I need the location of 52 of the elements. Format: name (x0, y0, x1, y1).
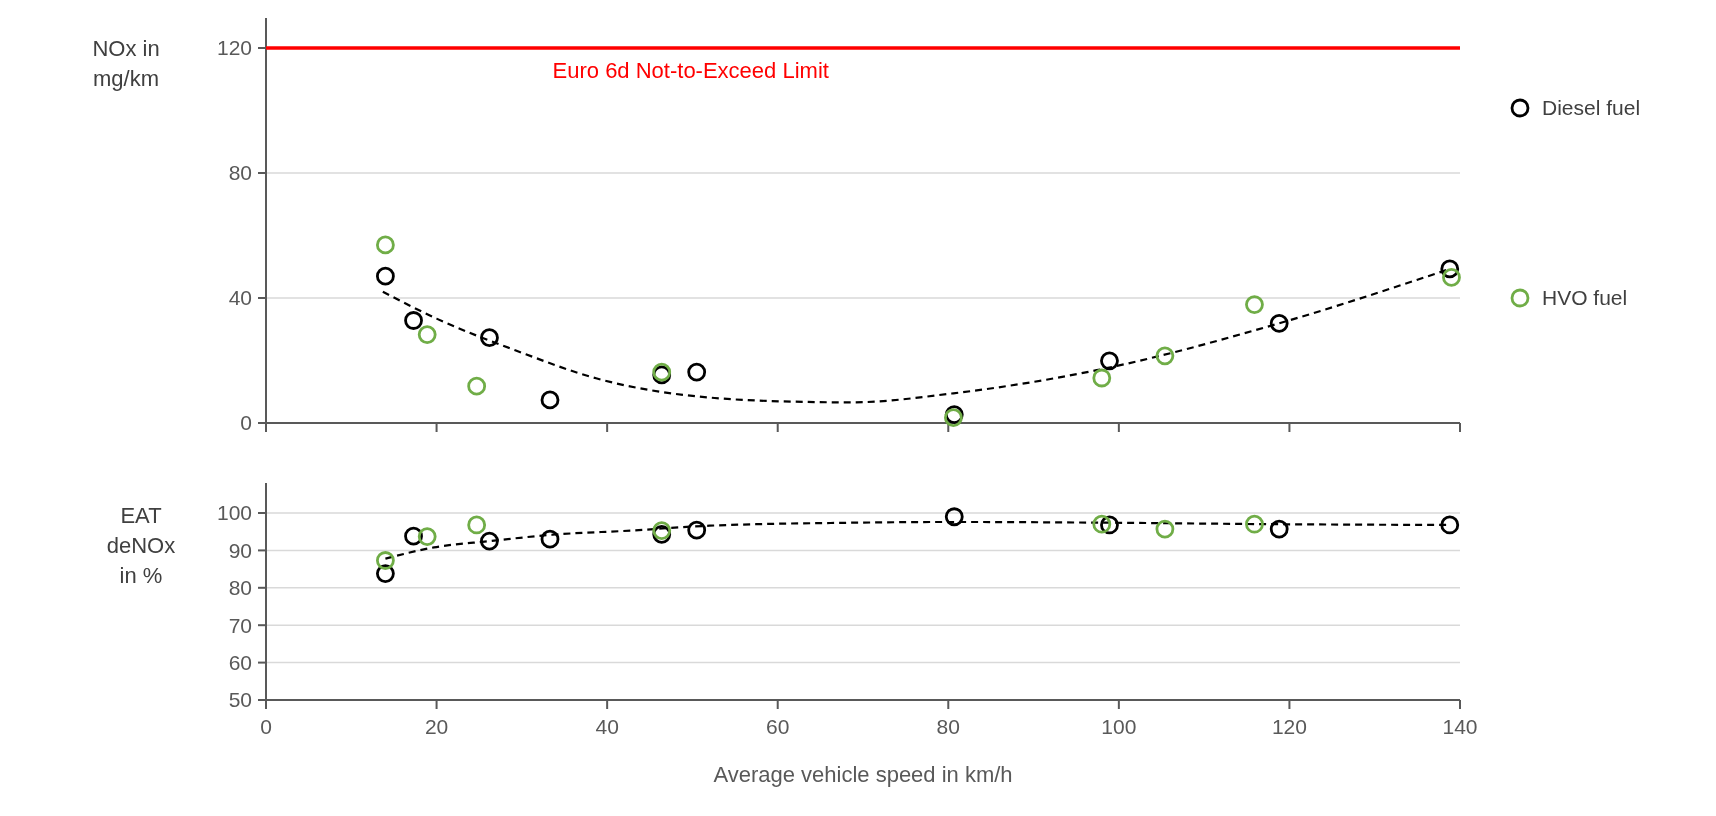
y-tick-label: 0 (240, 411, 252, 435)
legend-label: HVO fuel (1542, 286, 1628, 310)
point (1155, 346, 1175, 366)
point (376, 266, 395, 286)
y-tick-label: 80 (228, 576, 252, 600)
y-tick-label: 80 (228, 161, 252, 185)
y-tick-label: 90 (228, 538, 252, 562)
point (467, 515, 487, 535)
point (376, 551, 395, 570)
point (540, 390, 560, 410)
point (1269, 313, 1289, 333)
x-tick-label: 20 (424, 715, 449, 738)
y-tick-label: 100 (216, 501, 252, 525)
ref-line-label: Euro 6d Not-to-Exceed Limit (552, 58, 829, 83)
point (417, 527, 437, 546)
y-tick-label: 50 (228, 688, 252, 712)
x-tick-label: 100 (1101, 715, 1137, 738)
y-tick-label: 60 (228, 650, 252, 674)
point (1442, 267, 1461, 287)
point (944, 507, 964, 527)
point (480, 328, 499, 348)
point (1440, 515, 1460, 535)
y-tick-label: 70 (228, 613, 252, 637)
point (480, 531, 499, 551)
point (1092, 368, 1112, 388)
point (687, 520, 707, 540)
y-axis-title: NOx in mg/km (92, 36, 160, 91)
point (1269, 519, 1289, 539)
point (1100, 351, 1119, 371)
y-tick-label: 120 (216, 36, 252, 60)
point (467, 376, 487, 396)
x-tick-label: 140 (1442, 715, 1478, 738)
y-axis-title: EAT deNOx in % (106, 503, 176, 588)
point (1245, 514, 1264, 534)
x-tick-label: 0 (260, 715, 272, 738)
x-tick-label: 80 (936, 715, 960, 738)
point (404, 311, 423, 330)
x-tick-label: 60 (766, 715, 790, 738)
point (944, 408, 963, 428)
point (540, 529, 560, 549)
point (417, 325, 437, 344)
point (687, 362, 707, 382)
point (1245, 295, 1264, 314)
point (1155, 519, 1175, 539)
point (652, 521, 672, 540)
point (376, 235, 395, 255)
legend-label: Diesel fuel (1542, 96, 1641, 120)
y-tick-label: 40 (228, 286, 252, 310)
x-tick-label: 120 (1271, 715, 1307, 738)
point (1092, 514, 1112, 534)
x-tick-label: 40 (595, 715, 619, 738)
x-axis-title: Average vehicle speed in km/h (713, 762, 1013, 787)
